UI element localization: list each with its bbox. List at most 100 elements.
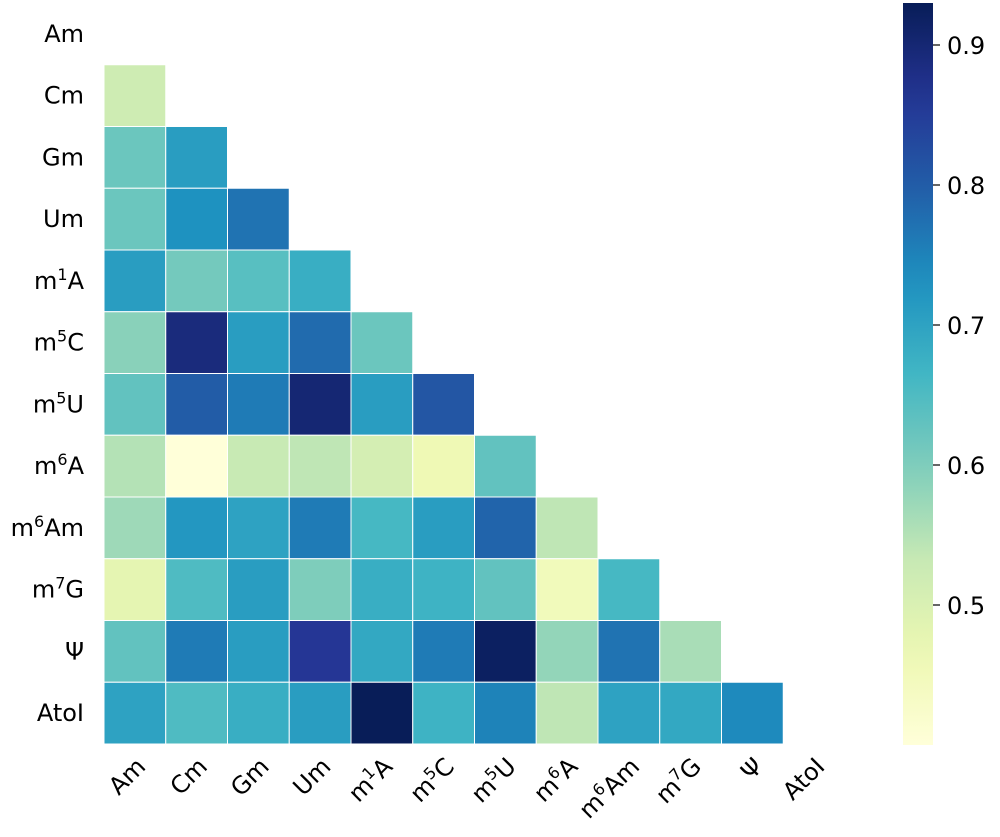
heatmap-cell-2-1 xyxy=(165,126,228,189)
x-label-1: Cm xyxy=(165,752,213,800)
heatmap-cell-2-0 xyxy=(103,126,167,189)
heatmap-cell-10-0 xyxy=(103,620,167,683)
heatmap-cell-9-5 xyxy=(412,558,475,621)
colorbar-tick-label-0: 0.5 xyxy=(947,592,985,620)
heatmap-cell-9-8 xyxy=(597,558,661,621)
heatmap-cell-10-4 xyxy=(350,620,414,683)
heatmap-cell-9-1 xyxy=(165,558,228,621)
heatmap-cell-11-7 xyxy=(535,681,599,745)
heatmap-cell-6-0 xyxy=(103,373,167,436)
y-label-5: m5C xyxy=(34,327,84,357)
y-label-3: Um xyxy=(43,205,84,233)
heatmap-cell-8-4 xyxy=(350,496,414,560)
y-axis-labels: Am Cm Gm Um m1A m5C m5U m6A m6Am m7G Ψ AtoI xyxy=(11,20,85,727)
heatmap-cell-11-10 xyxy=(721,681,784,745)
y-label-7: m6A xyxy=(34,450,85,480)
heatmap-cell-11-5 xyxy=(412,681,475,745)
heatmap-cell-10-3 xyxy=(288,620,352,683)
heatmap-cell-7-3 xyxy=(288,434,352,498)
x-label-5: m5C xyxy=(403,751,460,808)
heatmap-cell-6-2 xyxy=(227,373,290,436)
heatmap-cell-8-2 xyxy=(227,496,290,560)
heatmap-cell-3-2 xyxy=(227,187,290,251)
y-label-0: Am xyxy=(44,20,84,48)
heatmap-cell-9-4 xyxy=(350,558,414,621)
heatmap-cell-7-1 xyxy=(165,434,228,498)
x-label-6: m5U xyxy=(464,751,521,808)
heatmap-cell-7-6 xyxy=(474,434,537,498)
colorbar: 0.5 0.6 0.7 0.8 0.9 xyxy=(903,3,985,745)
heatmap-cell-4-1 xyxy=(165,249,228,313)
heatmap-cell-9-0 xyxy=(103,558,167,621)
y-label-10: Ψ xyxy=(65,637,84,665)
heatmap-cell-7-0 xyxy=(103,434,167,498)
heatmap-cell-5-1 xyxy=(165,311,228,374)
heatmap-cell-5-2 xyxy=(227,311,290,374)
heatmap-cell-11-6 xyxy=(474,681,537,745)
y-label-4: m1A xyxy=(34,265,85,295)
x-label-3: Um xyxy=(288,752,337,801)
y-label-11: AtoI xyxy=(37,699,84,727)
heatmap-cell-9-3 xyxy=(288,558,352,621)
colorbar-tick-label-1: 0.6 xyxy=(947,452,985,480)
y-label-2: Gm xyxy=(42,143,84,171)
heatmap-cell-10-8 xyxy=(597,620,661,683)
colorbar-tick-label-4: 0.9 xyxy=(947,32,985,60)
heatmap-cell-8-3 xyxy=(288,496,352,560)
heatmap-cell-11-0 xyxy=(103,681,167,745)
heatmap-cells xyxy=(103,64,784,745)
heatmap-cell-9-7 xyxy=(535,558,599,621)
heatmap-cell-11-2 xyxy=(227,681,290,745)
heatmap-cell-3-1 xyxy=(165,187,228,251)
x-label-7: m6A xyxy=(527,751,584,808)
heatmap-cell-9-2 xyxy=(227,558,290,621)
heatmap-cell-8-1 xyxy=(165,496,228,560)
x-label-4: m1A xyxy=(342,751,399,808)
heatmap-cell-5-3 xyxy=(288,311,352,374)
heatmap-cell-7-4 xyxy=(350,434,414,498)
heatmap-cell-5-0 xyxy=(103,311,167,374)
y-label-8: m6Am xyxy=(11,512,84,542)
heatmap-cell-6-5 xyxy=(412,373,475,436)
y-label-6: m5U xyxy=(33,388,84,418)
heatmap-cell-8-5 xyxy=(412,496,475,560)
colorbar-tick-label-3: 0.8 xyxy=(947,172,985,200)
heatmap-cell-4-3 xyxy=(288,249,352,313)
y-label-9: m7G xyxy=(32,574,84,604)
heatmap-cell-10-9 xyxy=(659,620,722,683)
heatmap-cell-8-0 xyxy=(103,496,167,560)
colorbar-tick-label-2: 0.7 xyxy=(947,312,985,340)
heatmap-cell-10-1 xyxy=(165,620,228,683)
heatmap-cell-11-4 xyxy=(350,681,414,745)
heatmap-cell-11-9 xyxy=(659,681,722,745)
heatmap-cell-10-7 xyxy=(535,620,599,683)
heatmap-cell-11-1 xyxy=(165,681,228,745)
x-label-8: m6Am xyxy=(572,751,645,824)
heatmap-cell-7-2 xyxy=(227,434,290,498)
x-label-2: Gm xyxy=(225,752,274,801)
heatmap-cell-5-4 xyxy=(350,311,414,374)
heatmap-cell-11-8 xyxy=(597,681,661,745)
heatmap-cell-10-2 xyxy=(227,620,290,683)
x-label-9: m7G xyxy=(649,751,707,809)
heatmap-cell-8-7 xyxy=(535,496,599,560)
y-label-1: Cm xyxy=(44,82,84,110)
heatmap-cell-10-5 xyxy=(412,620,475,683)
heatmap-cell-7-5 xyxy=(412,434,475,498)
heatmap-cell-6-3 xyxy=(288,373,352,436)
heatmap-cell-3-0 xyxy=(103,187,167,251)
colorbar-gradient xyxy=(903,3,933,745)
heatmap-cell-8-6 xyxy=(474,496,537,560)
heatmap-cell-4-2 xyxy=(227,249,290,313)
heatmap-cell-10-6 xyxy=(474,620,537,683)
x-label-10: Ψ xyxy=(735,752,768,785)
x-label-0: Am xyxy=(103,752,151,800)
heatmap-cell-1-0 xyxy=(103,64,167,127)
heatmap-cell-4-0 xyxy=(103,249,167,313)
x-label-11: AtoI xyxy=(777,752,830,805)
heatmap-cell-6-4 xyxy=(350,373,414,436)
heatmap-cell-11-3 xyxy=(288,681,352,745)
heatmap-cell-9-6 xyxy=(474,558,537,621)
